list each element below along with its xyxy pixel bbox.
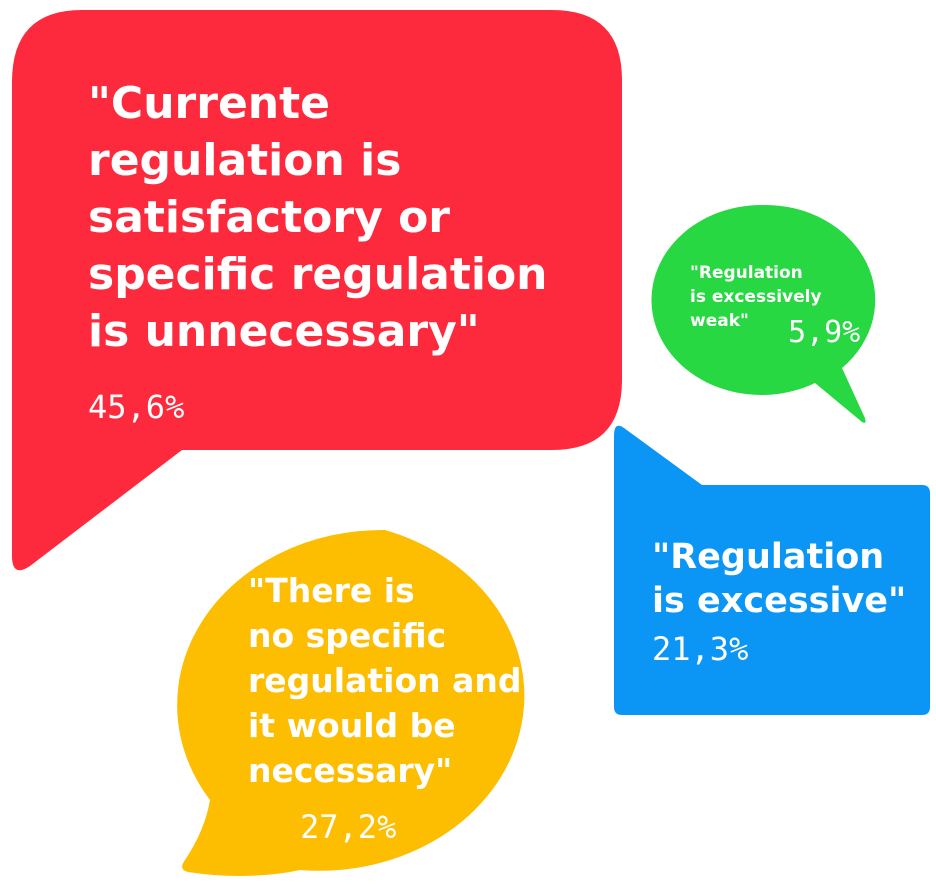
quote-line: satisfactory or (88, 192, 450, 243)
green-bubble (651, 204, 876, 423)
quote-line: necessary" (248, 751, 452, 790)
quote-line: is excessively (690, 287, 822, 307)
quote-line: is unnecessary" (88, 306, 480, 357)
texts: "Currente regulation is satisfactory or spe… (88, 78, 906, 846)
quote-line: "There is (248, 571, 415, 610)
quote-line: specific regulation (88, 249, 548, 300)
quote-line: regulation is (88, 135, 401, 186)
blue-bubble (614, 425, 930, 715)
quote-line: no specific (248, 616, 446, 655)
quote-line: "Currente (88, 78, 330, 129)
quote-line: "Regulation (652, 537, 884, 577)
quote-line: regulation and (248, 661, 521, 700)
quote-line: is excessive" (652, 581, 906, 621)
quote-line: "Regulation (690, 263, 803, 283)
quote-line: weak" (690, 311, 749, 331)
percentage: 5,9% (788, 315, 860, 350)
red-bubble (12, 10, 622, 571)
percentage: 21,3% (652, 630, 748, 668)
quote-line: it would be (248, 706, 456, 745)
yellow-bubble (177, 529, 525, 876)
percentage: 27,2% (300, 808, 396, 846)
percentage: 45,6% (88, 388, 184, 426)
